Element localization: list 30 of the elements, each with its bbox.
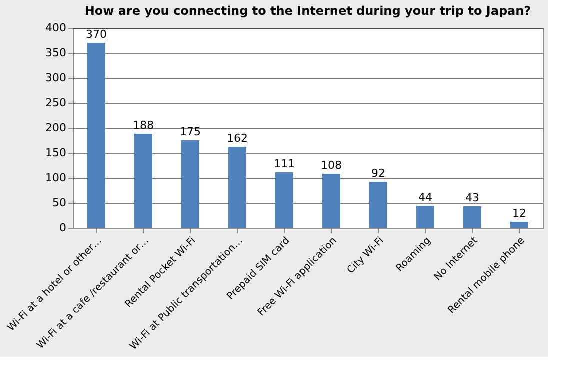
data-label: 188 <box>133 119 154 132</box>
data-label: 92 <box>372 167 386 180</box>
bar <box>228 147 246 228</box>
bar <box>322 174 340 228</box>
y-tick-label: 0 <box>60 222 66 234</box>
data-label: 175 <box>180 126 201 138</box>
bar <box>464 206 482 228</box>
bar <box>182 140 200 228</box>
bar <box>416 206 434 228</box>
bar <box>510 222 528 228</box>
bar <box>134 134 152 228</box>
y-tick-label: 300 <box>46 72 66 84</box>
data-label: 12 <box>512 207 526 220</box>
chart-title: How are you connecting to the Internet during your trip to Japan? <box>84 4 532 18</box>
data-label: 370 <box>86 28 107 41</box>
y-tick-label: 150 <box>46 146 66 160</box>
data-label: 111 <box>274 158 295 170</box>
data-label: 43 <box>466 192 480 204</box>
bar <box>370 182 388 228</box>
data-label: 162 <box>227 132 248 145</box>
y-tick-label: 250 <box>46 96 66 110</box>
bar <box>88 43 106 228</box>
y-tick-label: 50 <box>52 196 66 210</box>
data-label: 108 <box>321 159 342 172</box>
bar <box>276 172 294 228</box>
y-tick-label: 100 <box>46 172 66 184</box>
y-tick-label: 350 <box>46 46 66 60</box>
y-tick-label: 400 <box>46 22 66 34</box>
data-label: 44 <box>418 191 432 204</box>
y-tick-label: 200 <box>46 122 66 134</box>
